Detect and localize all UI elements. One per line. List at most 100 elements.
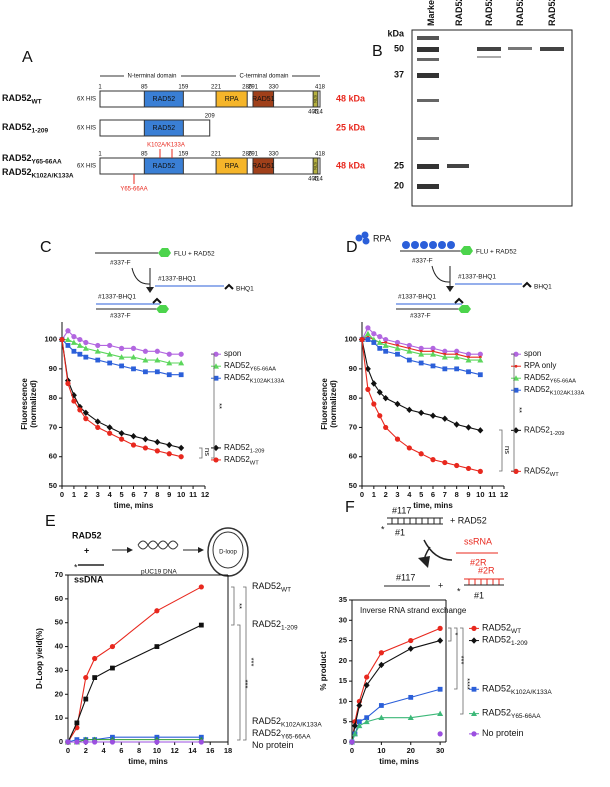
x-tick-label: 12 (500, 490, 508, 499)
schematic-text: #337-F (412, 258, 433, 265)
data-point (356, 702, 363, 709)
data-point (142, 445, 149, 451)
data-point (406, 406, 413, 414)
schematic-text: #117 (396, 572, 415, 582)
data-point (95, 342, 101, 349)
data-point (94, 418, 101, 425)
domain (215, 90, 248, 108)
label-base: RAD52 (2, 122, 32, 132)
data-point (407, 714, 414, 721)
domain-title: C-terminal domain (239, 74, 288, 80)
domain (215, 157, 248, 175)
data-point (407, 645, 414, 652)
data-point (118, 345, 125, 351)
data-point (430, 345, 436, 351)
arrow (423, 546, 431, 563)
marker-size: 25 (394, 160, 404, 170)
residue-number: 221 (211, 152, 222, 158)
label-base: RAD52 (2, 93, 32, 103)
data-point (92, 675, 98, 680)
x-tick-label: 1 (372, 490, 376, 499)
y-axis-label: (normalized) (29, 380, 38, 428)
data-point (107, 430, 113, 436)
data-point (64, 336, 71, 342)
significance-label: ** (515, 407, 524, 413)
y-tick-label: 20 (339, 656, 347, 665)
data-point (83, 696, 89, 702)
residue-number: 414 (313, 177, 324, 183)
legend-label: RAD521-209 (252, 619, 298, 631)
schematic-text: BHQ1 (534, 284, 552, 291)
data-point (178, 444, 185, 452)
legend-marker (213, 375, 219, 381)
x-axis-label: time, mins (379, 757, 419, 766)
residue-number: 418 (315, 152, 326, 158)
significance-bracket (460, 627, 464, 715)
duplex (387, 517, 443, 525)
rpa-icon (355, 234, 363, 242)
data-point (106, 351, 113, 357)
data-point (109, 643, 116, 650)
residue-number: 85 (141, 85, 148, 91)
data-point (166, 372, 172, 378)
panel-label: B (372, 43, 383, 60)
legend-label: spon (524, 349, 541, 358)
data-point (351, 730, 358, 737)
schematic-d: RPA FLU + RAD52 #337-F #1337-BHQ1 BHQ1 #… (355, 231, 552, 320)
residue-number: 1 (98, 85, 102, 91)
domain-label: RPA (225, 163, 239, 170)
x-tick-label: 8 (155, 490, 159, 499)
band (417, 164, 439, 169)
data-point (364, 365, 371, 373)
significance-bracket (243, 586, 247, 741)
band (447, 164, 469, 168)
data-point (454, 348, 460, 354)
data-point (70, 339, 77, 345)
protein-name: RAD52WT (2, 93, 42, 105)
residue-number: 1 (98, 152, 102, 158)
label-base: RAD52 (224, 443, 250, 452)
x-tick-label: 9 (466, 490, 470, 499)
label-base: RAD52 (524, 425, 550, 434)
y-tick-label: 60 (49, 452, 57, 461)
rpa-icon (361, 231, 369, 239)
data-point (365, 386, 371, 392)
legend-marker (471, 625, 477, 632)
panel-label: E (45, 513, 56, 530)
x-tick-label: 0 (360, 490, 364, 499)
residue-number: 291 (248, 85, 259, 91)
y-tick-label: 90 (349, 364, 357, 373)
legend-label: RAD52WT (224, 455, 259, 466)
legend-marker (513, 427, 519, 434)
data-point (178, 372, 184, 378)
band (417, 73, 439, 78)
y-tick-label: 70 (349, 422, 357, 431)
legend-label: RAD52WT (524, 466, 559, 477)
data-point (71, 334, 77, 340)
legend-label: RAD52K102A/K133A (482, 684, 552, 696)
marker-size: 37 (394, 69, 404, 79)
x-tick-label: 2 (84, 746, 88, 755)
data-point (154, 644, 160, 649)
residue-number: 291 (248, 152, 259, 158)
label-sub: 1-209 (281, 624, 298, 631)
data-point (364, 715, 370, 721)
legend-label: RAD521-209 (482, 635, 528, 647)
y-axis-label: Fluorescence (320, 378, 329, 430)
significance-label: * (451, 633, 460, 636)
data-point (94, 348, 101, 354)
label-base: RAD52 (454, 0, 464, 26)
data-point (395, 351, 400, 357)
y-tick-label: 30 (339, 615, 347, 624)
arrow (131, 267, 151, 285)
legend-label: RPA only (524, 361, 556, 370)
label-sub: WT (32, 98, 42, 105)
data-point (377, 413, 383, 419)
data-point (364, 674, 370, 680)
y-tick-label: 15 (339, 676, 347, 685)
data-point (454, 462, 460, 469)
data-point (430, 457, 436, 463)
schematic-text: #337-F (110, 313, 131, 320)
label-base: RAD52 (482, 635, 511, 645)
